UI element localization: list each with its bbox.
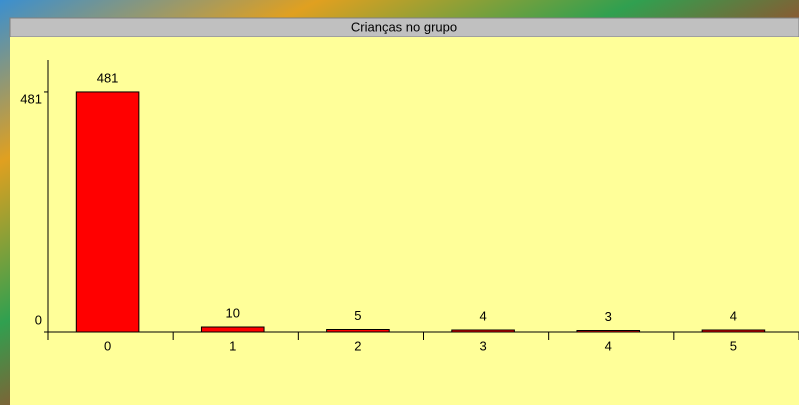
bar — [75, 91, 140, 333]
chart-title: Crianças no grupo — [351, 19, 457, 34]
value-label: 481 — [97, 70, 119, 85]
bar — [576, 330, 641, 333]
y-tick-label: 0 — [35, 312, 42, 327]
value-label: 4 — [730, 308, 737, 323]
bar — [701, 329, 766, 333]
x-tick-label: 3 — [479, 338, 486, 353]
plot-panel — [10, 37, 799, 405]
value-label: 5 — [354, 308, 361, 323]
bar — [451, 329, 515, 333]
bar — [200, 326, 265, 333]
value-label: 4 — [479, 308, 486, 323]
bar — [326, 329, 390, 333]
value-label: 3 — [605, 309, 612, 324]
x-tick-label: 2 — [354, 338, 361, 353]
value-label: 10 — [226, 305, 240, 320]
x-tick-label: 0 — [104, 338, 111, 353]
x-tick-label: 1 — [229, 338, 236, 353]
y-tick-label: 481 — [20, 91, 42, 106]
x-tick-label: 4 — [605, 338, 612, 353]
x-tick-label: 5 — [730, 338, 737, 353]
